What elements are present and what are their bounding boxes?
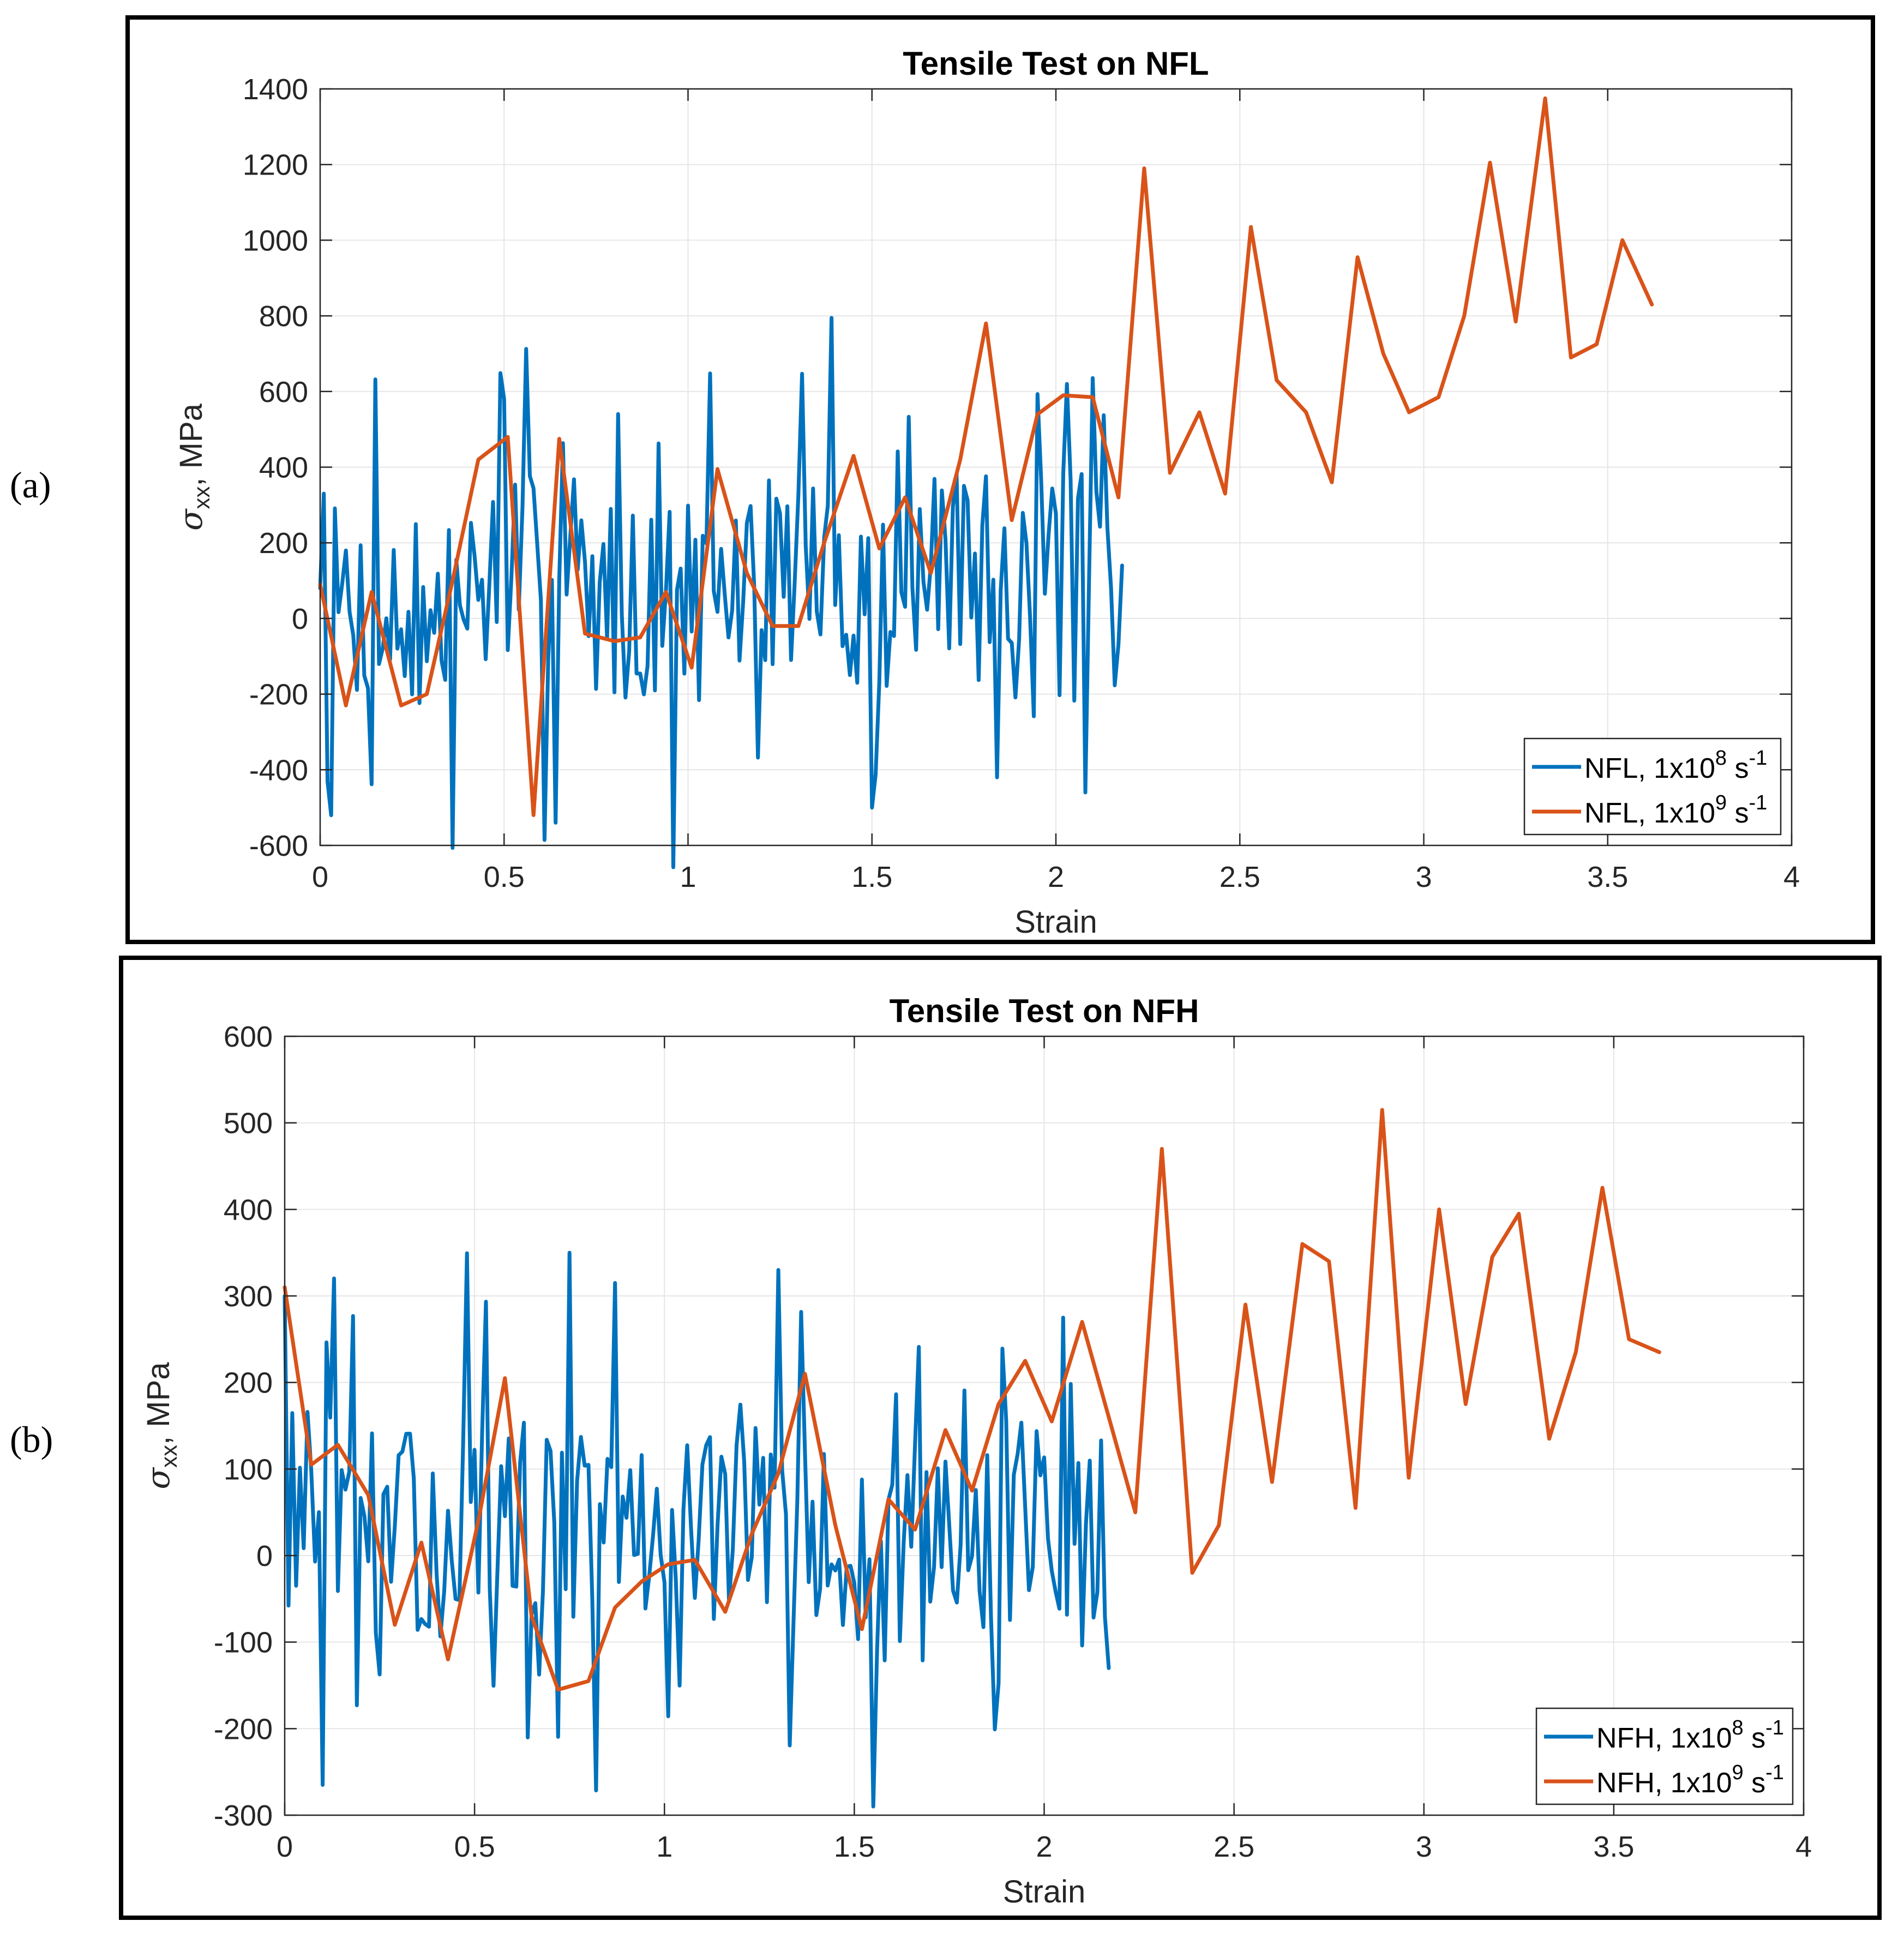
panel-b-label: (b) (10, 1419, 53, 1460)
x-tick-label: 1 (656, 1830, 672, 1863)
chart-nfl: 0 0.5 1 1.5 2 2.5 3 3.5 4 -600 -400 -200 0 200 400 600 8… (172, 45, 1800, 940)
x-tick-label: 3 (1416, 1830, 1432, 1863)
y-tick-label: 1400 (243, 73, 308, 106)
x-axis-label: Strain (1014, 904, 1097, 940)
x-tick-label: 0 (277, 1830, 293, 1863)
x-tick-label: 1.5 (851, 861, 892, 893)
y-tick-label: -200 (214, 1713, 273, 1745)
y-tick-label: 100 (224, 1453, 273, 1486)
legend-entry-2: NFH, 1x109 s-1 (1596, 1761, 1784, 1799)
x-tick-label: 3.5 (1593, 1830, 1634, 1863)
series-line-2 (318, 96, 1654, 817)
y-tick-label: 600 (259, 376, 308, 409)
y-tick-label: 600 (224, 1020, 273, 1053)
chart-title: Tensile Test on NFL (903, 45, 1209, 82)
legend-entry-1: NFL, 1x108 s-1 (1584, 747, 1767, 784)
y-tick-label: 1000 (243, 224, 308, 257)
x-tick-label: 2 (1036, 1830, 1052, 1863)
chart-nfh: 0 0.5 1 1.5 2 2.5 3 3.5 4 -300 -200 -100 0 100 200 300 4… (140, 993, 1812, 1910)
x-tick-label: 3.5 (1587, 861, 1628, 893)
y-tick-label: -400 (249, 754, 308, 787)
y-tick-label: 400 (259, 452, 308, 484)
x-tick-label: 2.5 (1214, 1830, 1254, 1863)
panel-b-frame (119, 956, 1882, 1920)
series-line-1 (318, 316, 1124, 869)
series-line-1 (283, 1251, 1111, 1809)
y-tick-label: 400 (224, 1193, 273, 1226)
x-tick-label: 0.5 (454, 1830, 495, 1863)
x-tick-label: 3 (1415, 861, 1432, 893)
y-tick-label: 500 (224, 1107, 273, 1140)
y-tick-label: 200 (224, 1367, 273, 1400)
y-tick-label: -600 (249, 830, 308, 862)
legend-box (1523, 737, 1782, 836)
series-line-2 (283, 1108, 1661, 1692)
x-tick-label: 2.5 (1220, 861, 1260, 893)
y-tick-label: 0 (292, 603, 308, 635)
y-tick-label: 200 (259, 527, 308, 560)
chart-title: Tensile Test on NFH (890, 993, 1199, 1029)
y-tick-label: 300 (224, 1280, 273, 1313)
x-tick-label: 0 (312, 861, 328, 893)
x-tick-label: 1.5 (834, 1830, 875, 1863)
x-axis-label: Strain (1003, 1874, 1086, 1910)
x-tick-label: 1 (680, 861, 696, 893)
x-tick-label: 4 (1795, 1830, 1812, 1863)
panel-a-frame (125, 15, 1875, 944)
legend-entry-1: NFH, 1x108 s-1 (1596, 1716, 1784, 1754)
y-tick-label: -200 (249, 679, 308, 711)
legend-box (1535, 1707, 1794, 1805)
y-tick-label: 1200 (243, 149, 308, 182)
y-axis-label: σxx, MPa (140, 1362, 182, 1490)
y-tick-label: -300 (214, 1799, 273, 1832)
legend-entry-2: NFL, 1x109 s-1 (1584, 791, 1767, 829)
y-tick-label: -100 (214, 1626, 273, 1659)
panel-a-label: (a) (10, 464, 51, 506)
y-tick-label: 0 (256, 1540, 273, 1572)
y-tick-label: 800 (259, 300, 308, 333)
x-tick-label: 2 (1048, 861, 1064, 893)
y-axis-label: σxx, MPa (172, 403, 214, 531)
x-tick-label: 0.5 (484, 861, 525, 893)
x-tick-label: 4 (1783, 861, 1800, 893)
